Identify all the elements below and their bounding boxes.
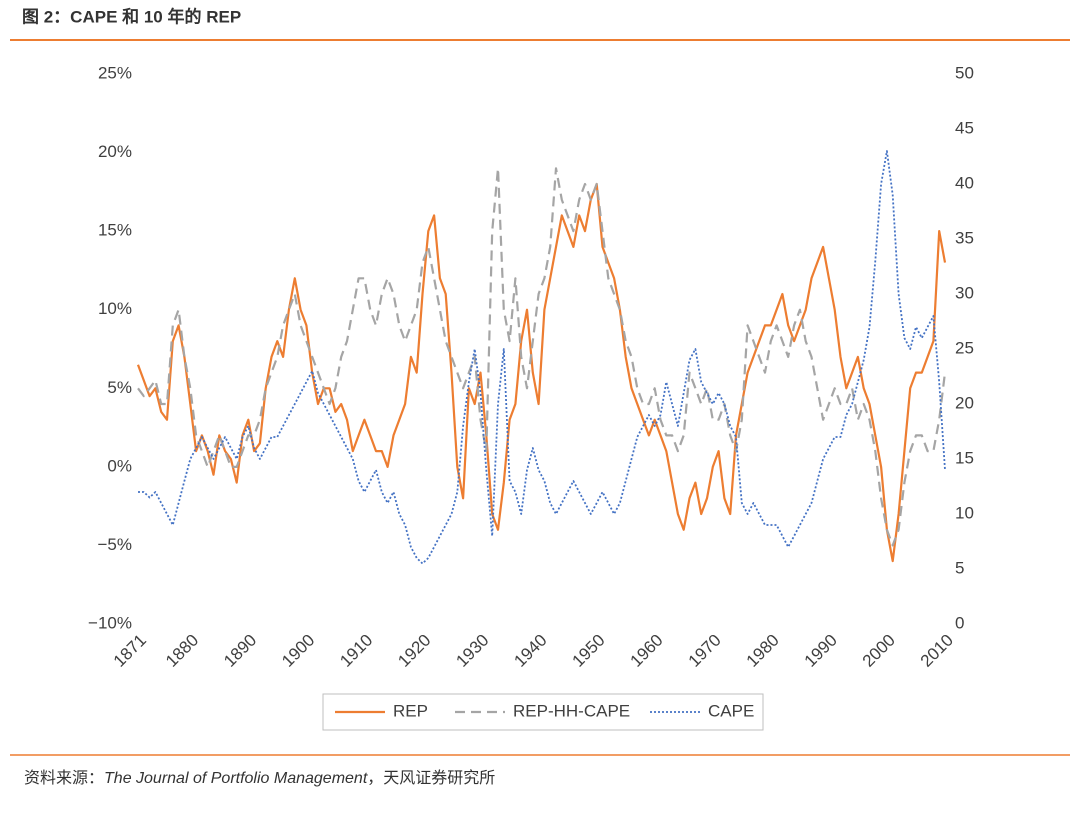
y2-tick-label: 0 <box>955 613 964 632</box>
legend-label: REP <box>393 701 428 720</box>
y2-tick-label: 15 <box>955 448 974 467</box>
y2-tick-label: 5 <box>955 558 964 577</box>
legend-label: REP-HH-CAPE <box>513 701 630 720</box>
x-tick-label: 1900 <box>278 631 318 671</box>
x-tick-label: 1940 <box>510 631 550 671</box>
y-tick-label: 10% <box>98 299 132 318</box>
x-tick-label: 1970 <box>685 631 725 671</box>
series-line <box>138 150 946 565</box>
y2-tick-label: 20 <box>955 393 974 412</box>
x-tick-label: 2010 <box>917 631 957 671</box>
x-tick-label: 1871 <box>110 631 150 671</box>
y-tick-label: 0% <box>107 456 132 475</box>
x-tick-label: 1890 <box>220 631 260 671</box>
y-tick-label: −5% <box>98 535 133 554</box>
y2-tick-label: 40 <box>955 173 974 192</box>
y-tick-label: −10% <box>88 613 132 632</box>
x-tick-label: 1950 <box>568 631 608 671</box>
y2-tick-label: 10 <box>955 503 974 522</box>
x-tick-label: 1880 <box>162 631 202 671</box>
y2-tick-label: 30 <box>955 283 974 302</box>
x-tick-label: 1920 <box>394 631 434 671</box>
x-tick-label: 1930 <box>452 631 492 671</box>
chart-title: 图 2：CAPE 和 10 年的 REP <box>22 6 241 26</box>
y-tick-label: 5% <box>107 378 132 397</box>
y2-tick-label: 50 <box>955 63 974 82</box>
y2-tick-label: 35 <box>955 228 974 247</box>
x-tick-label: 1960 <box>627 631 667 671</box>
series-line <box>137 167 947 547</box>
source-journal: The Journal of Portfolio Management <box>104 770 368 787</box>
source-suffix: ，天风证券研究所 <box>367 769 495 787</box>
series-line <box>136 182 947 563</box>
y-tick-label: 25% <box>98 63 132 82</box>
x-tick-label: 2000 <box>859 631 899 671</box>
legend-label: CAPE <box>708 701 754 720</box>
y2-tick-label: 25 <box>955 338 974 357</box>
y-tick-label: 15% <box>98 221 132 240</box>
x-tick-label: 1990 <box>801 631 841 671</box>
source-prefix: 资料来源： <box>24 769 104 787</box>
y2-tick-label: 45 <box>955 118 974 137</box>
x-tick-label: 1980 <box>743 631 783 671</box>
x-tick-label: 1910 <box>336 631 376 671</box>
y-tick-label: 20% <box>98 142 132 161</box>
legend-box <box>322 693 764 731</box>
source: 资料来源：The Journal of Portfolio Management… <box>24 769 495 787</box>
